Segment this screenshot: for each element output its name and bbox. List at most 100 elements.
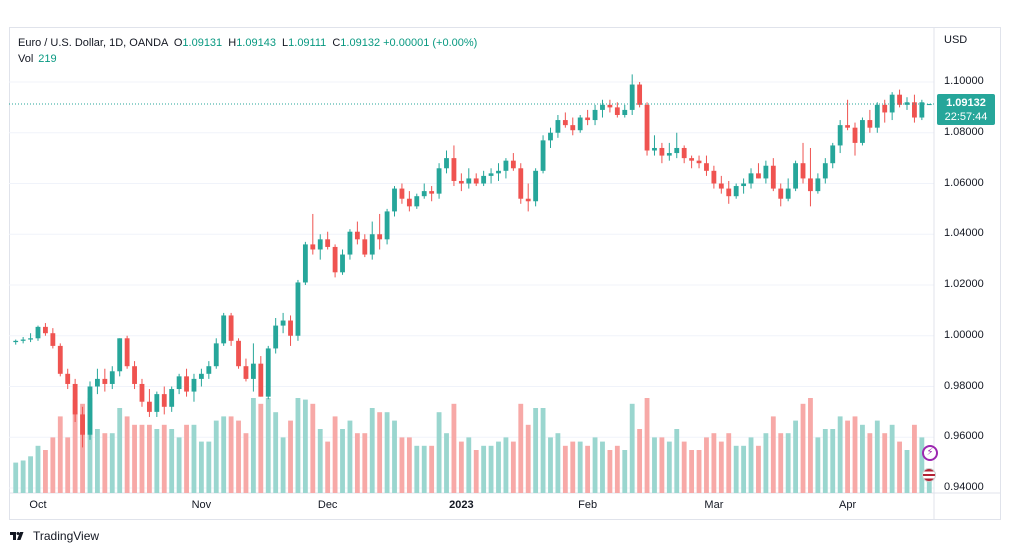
candle-body[interactable] [295, 282, 301, 336]
candle-body[interactable] [444, 158, 449, 169]
candle-body[interactable] [102, 378, 108, 384]
candle-body[interactable] [35, 326, 41, 339]
candle-body[interactable] [377, 234, 383, 240]
candle-body[interactable] [273, 325, 279, 349]
candle-body[interactable] [704, 163, 709, 171]
candle-body[interactable] [362, 239, 368, 255]
candle-body[interactable] [912, 102, 917, 118]
candle-body[interactable] [369, 234, 375, 255]
candle-body[interactable] [496, 170, 501, 174]
candle-body[interactable] [458, 180, 464, 184]
candle-body[interactable] [236, 340, 241, 367]
candle-body[interactable] [733, 186, 739, 197]
candle-body[interactable] [406, 198, 412, 207]
candle-body[interactable] [161, 394, 167, 407]
candle-body[interactable] [43, 326, 48, 334]
candle-body[interactable] [466, 178, 472, 184]
candle-body[interactable] [518, 168, 524, 199]
candle-body[interactable] [644, 104, 650, 151]
candle-body[interactable] [280, 320, 286, 326]
candle-body[interactable] [332, 246, 338, 273]
candle-body[interactable] [659, 147, 665, 156]
candle-body[interactable] [384, 211, 390, 240]
candle-body[interactable] [169, 389, 175, 407]
candle-body[interactable] [206, 366, 212, 374]
candle-body[interactable] [429, 191, 435, 194]
candle-body[interactable] [288, 320, 293, 336]
candle-body[interactable] [525, 198, 531, 202]
candle-body[interactable] [310, 244, 316, 250]
candle-body[interactable] [72, 383, 78, 415]
candle-body[interactable] [117, 338, 123, 372]
candle-body[interactable] [607, 104, 613, 108]
candle-body[interactable] [80, 414, 85, 435]
volume-label[interactable]: Vol [18, 53, 34, 65]
candle-body[interactable] [800, 163, 806, 179]
candle-body[interactable] [548, 132, 553, 141]
candle-body[interactable] [109, 371, 115, 384]
candle-body[interactable] [763, 165, 769, 179]
candle-body[interactable] [265, 348, 271, 397]
candle-body[interactable] [562, 120, 568, 126]
candle-body[interactable] [860, 120, 865, 143]
candle-body[interactable] [28, 338, 33, 340]
candle-body[interactable] [228, 315, 234, 341]
symbol-title[interactable]: Euro / U.S. Dollar, 1D, OANDA [18, 37, 168, 49]
candlestick-chart[interactable] [9, 27, 1001, 520]
candle-body[interactable] [65, 373, 71, 384]
candle-body[interactable] [436, 168, 442, 194]
candle-body[interactable] [666, 153, 672, 156]
candle-body[interactable] [340, 254, 345, 273]
candle-body[interactable] [711, 170, 717, 184]
candle-body[interactable] [718, 183, 724, 189]
candle-body[interactable] [874, 104, 880, 128]
candle-body[interactable] [867, 120, 873, 128]
candle-body[interactable] [488, 173, 494, 176]
candle-body[interactable] [354, 231, 360, 240]
candle-body[interactable] [592, 109, 598, 121]
candle-body[interactable] [845, 125, 850, 128]
candle-body[interactable] [741, 183, 747, 187]
candle-body[interactable] [629, 84, 635, 110]
candle-body[interactable] [184, 376, 189, 392]
candle-body[interactable] [756, 173, 761, 179]
candle-body[interactable] [154, 394, 160, 412]
candle-body[interactable] [399, 188, 405, 199]
candle-body[interactable] [139, 383, 145, 402]
candle-body[interactable] [793, 163, 799, 189]
candle-body[interactable] [473, 178, 479, 184]
candle-body[interactable] [20, 339, 26, 341]
candle-body[interactable] [317, 239, 323, 250]
candle-body[interactable] [614, 107, 620, 115]
us-flag-icon[interactable] [922, 468, 936, 482]
candle-body[interactable] [815, 178, 821, 192]
candle-body[interactable] [770, 165, 776, 189]
candle-body[interactable] [325, 239, 331, 247]
candle-body[interactable] [414, 196, 420, 207]
candle-body[interactable] [726, 188, 732, 197]
candle-body[interactable] [748, 173, 754, 184]
candle-body[interactable] [822, 163, 828, 179]
candle-body[interactable] [830, 145, 836, 164]
candle-body[interactable] [221, 315, 227, 344]
candle-body[interactable] [919, 102, 925, 118]
candle-body[interactable] [191, 378, 197, 392]
candle-body[interactable] [882, 104, 888, 113]
candle-body[interactable] [198, 373, 204, 379]
candle-body[interactable] [213, 343, 219, 367]
candle-body[interactable] [785, 188, 791, 199]
candle-body[interactable] [250, 363, 256, 379]
candle-body[interactable] [95, 378, 100, 387]
candle-body[interactable] [808, 178, 813, 192]
candle-body[interactable] [533, 170, 539, 202]
candle-body[interactable] [451, 158, 457, 181]
candle-body[interactable] [837, 125, 843, 146]
candle-body[interactable] [681, 147, 687, 159]
candle-body[interactable] [904, 102, 910, 105]
event-lightning-icon[interactable]: ⚡ [922, 445, 938, 461]
candle-body[interactable] [897, 94, 902, 105]
candle-body[interactable] [778, 188, 784, 199]
candle-body[interactable] [555, 120, 561, 133]
candle-body[interactable] [392, 188, 397, 212]
candle-body[interactable] [13, 340, 19, 343]
